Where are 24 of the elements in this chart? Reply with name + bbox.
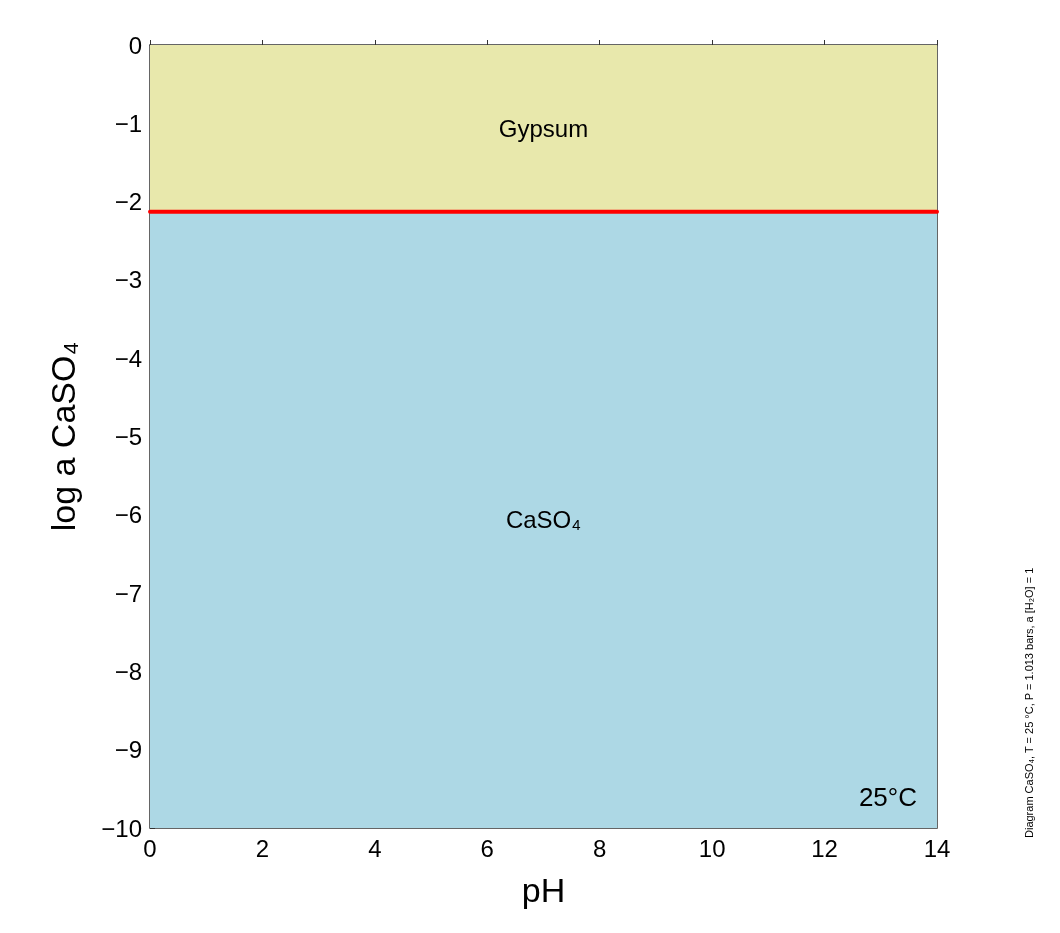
- y-tick-label: −8: [114, 657, 142, 685]
- x-tick-label: 2: [255, 834, 270, 862]
- y-tick-label: −6: [114, 501, 142, 529]
- x-tick-label: 14: [923, 834, 951, 862]
- y-tick-label: −9: [114, 736, 142, 764]
- y-tick-label: −7: [114, 579, 142, 607]
- text: Diagram CaSO₄, T = 25 °C, P = 1.013 bars, a [H₂O] = 1: [1022, 567, 1035, 838]
- x-axis-title: pH: [521, 871, 566, 909]
- y-tick-label: −1: [114, 109, 142, 137]
- x-tick-label: 10: [698, 834, 726, 862]
- x-tick-label: 8: [593, 834, 607, 862]
- band-label: CaSO₄: [505, 506, 582, 534]
- annotation: 25°C: [858, 782, 917, 812]
- y-tick-label: −4: [114, 344, 142, 372]
- x-tick-label: 12: [811, 834, 838, 862]
- band-label: Gypsum: [498, 114, 589, 142]
- y-tick-label: −2: [114, 188, 142, 216]
- y-axis-title: log a CaSO₄: [44, 341, 82, 532]
- x-tick-label: 4: [368, 834, 382, 862]
- y-tick-label: −3: [114, 266, 142, 294]
- x-tick-label: 6: [480, 834, 494, 862]
- y-tick-label: 0: [128, 31, 142, 59]
- y-tick-label: −5: [114, 423, 142, 450]
- y-tick-label: −10: [101, 814, 142, 842]
